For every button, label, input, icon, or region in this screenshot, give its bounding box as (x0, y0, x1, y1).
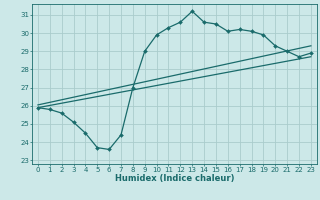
X-axis label: Humidex (Indice chaleur): Humidex (Indice chaleur) (115, 174, 234, 183)
